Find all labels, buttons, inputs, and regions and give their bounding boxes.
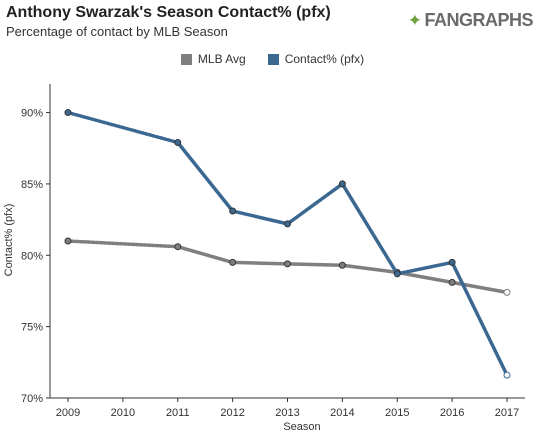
series-line-contact (66, 110, 180, 145)
legend-label-contact: Contact% (pfx) (284, 52, 365, 66)
series-line-contact (395, 260, 454, 276)
data-point-mlb-avg (229, 258, 237, 266)
series-line-contact (340, 182, 399, 276)
x-tick-label: 2009 (56, 407, 80, 419)
fangraphs-leaf-icon: ✦ (407, 10, 422, 30)
data-point-contact (393, 270, 401, 278)
x-axis-label: Season (283, 421, 320, 433)
logo-text: FANGRAPHS (424, 10, 533, 30)
data-point-contact (229, 207, 237, 215)
series-line-contact (450, 260, 509, 377)
x-tick-label: 2013 (275, 407, 299, 419)
series-line-contact (285, 182, 345, 226)
fangraphs-logo[interactable]: ✦ FANGRAPHS (407, 10, 534, 31)
data-point-mlb-avg (174, 243, 182, 251)
data-point-contact (174, 139, 182, 147)
series-line-mlb-avg (285, 262, 345, 268)
data-point-mlb-avg (448, 278, 456, 286)
series-line-mlb-avg (230, 260, 290, 266)
series-line-contact (230, 209, 290, 226)
legend-item-mlb-avg[interactable]: MLB Avg (180, 52, 246, 66)
legend-swatch-mlb-avg (180, 53, 192, 65)
x-tick-label: 2016 (440, 407, 464, 419)
y-tick-label: 70% (21, 393, 43, 405)
chart-title: Anthony Swarzak's Season Contact% (pfx) (6, 4, 331, 21)
series-line-mlb-avg (395, 270, 454, 285)
chart-subtitle: Percentage of contact by MLB Season (6, 24, 228, 39)
x-tick-label: 2012 (220, 407, 244, 419)
data-point-mlb-avg (284, 260, 291, 268)
y-tick-label: 75% (21, 322, 43, 334)
x-tick-label: 2017 (495, 407, 519, 419)
data-point-contact (338, 180, 346, 188)
series-line-mlb-avg (66, 239, 180, 249)
series-line-mlb-avg (450, 280, 509, 295)
data-point-contact (503, 371, 511, 379)
legend-swatch-contact (267, 53, 279, 65)
y-tick-label: 80% (21, 250, 43, 262)
y-tick-label: 90% (21, 108, 43, 120)
series-line-contact (176, 140, 235, 213)
chart-legend: MLB Avg Contact% (pfx) (0, 52, 545, 66)
x-tick-label: 2015 (385, 407, 409, 419)
series-line-mlb-avg (340, 263, 399, 275)
data-point-contact (64, 109, 72, 117)
data-point-mlb-avg (503, 288, 511, 296)
data-point-contact (448, 258, 456, 266)
x-tick-label: 2010 (111, 407, 135, 419)
x-tick-label: 2014 (330, 407, 354, 419)
chart-axes: 70% 75% 80% 85% 90% 2009 2010 2011 2012 2013 2014 2… (21, 84, 525, 419)
legend-label-mlb-avg: MLB Avg (197, 52, 246, 66)
legend-item-contact[interactable]: Contact% (pfx) (267, 52, 365, 66)
x-tick-label: 2011 (166, 407, 190, 419)
chart-series (64, 109, 511, 379)
series-line-mlb-avg (176, 244, 235, 265)
y-axis-label: Contact% (pfx) (3, 204, 15, 277)
data-point-mlb-avg (338, 261, 346, 269)
data-point-contact (284, 220, 291, 228)
y-tick-label: 85% (21, 179, 43, 191)
data-point-mlb-avg (64, 237, 72, 245)
